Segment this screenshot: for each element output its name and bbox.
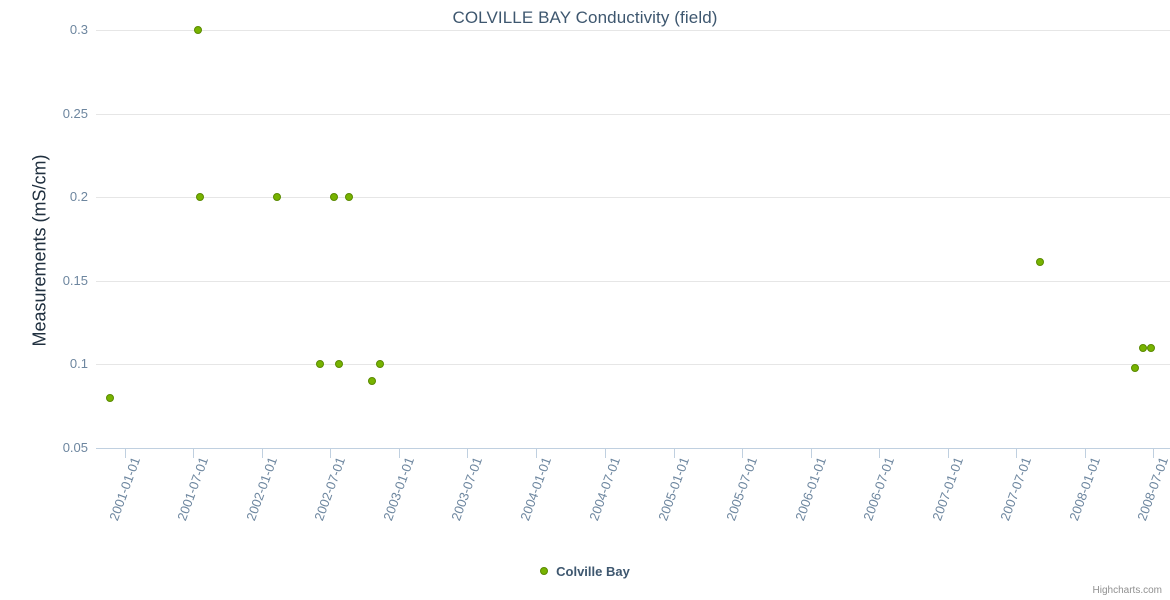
x-axis-tick-label: 2003-01-01 <box>380 455 418 523</box>
plot-area <box>96 26 1170 449</box>
data-point[interactable] <box>194 26 203 34</box>
chart-credits[interactable]: Highcharts.com <box>1092 585 1162 596</box>
x-axis-tick-mark <box>536 449 538 458</box>
data-point[interactable] <box>1146 343 1155 352</box>
x-axis-tick-label: 2002-01-01 <box>243 455 281 523</box>
y-axis-tick-label: 0.1 <box>69 356 88 372</box>
gridline <box>96 280 1170 282</box>
data-point[interactable] <box>273 193 282 202</box>
x-axis-tick-label: 2002-07-01 <box>311 455 349 523</box>
y-axis-tick-label: 0.15 <box>62 272 88 288</box>
y-axis-tick-label: 0.05 <box>62 440 88 455</box>
x-axis-tick-mark <box>604 449 606 458</box>
y-axis-tick-label: 0.3 <box>69 22 88 37</box>
x-axis-line <box>96 448 1170 449</box>
x-axis-tick-mark <box>125 449 127 458</box>
x-axis-tick-label: 2001-01-01 <box>106 455 144 523</box>
data-point[interactable] <box>329 193 338 202</box>
y-axis-title: Measurements (mS/cm) <box>29 154 50 347</box>
x-axis-tick-mark <box>947 449 949 458</box>
x-axis-tick-mark <box>673 449 675 458</box>
x-axis-tick-label: 2001-07-01 <box>174 455 212 523</box>
chart-title: COLVILLE BAY Conductivity (field) <box>452 8 718 27</box>
data-point[interactable] <box>345 193 353 202</box>
x-axis-tick-label: 2008-07-01 <box>1134 455 1170 523</box>
gridline <box>96 30 1170 31</box>
y-axis-tick-label: 0.25 <box>62 105 88 121</box>
x-axis-tick-label: 2003-07-01 <box>448 455 486 523</box>
gridline <box>96 364 1170 366</box>
x-axis-tick-label: 2004-07-01 <box>585 455 623 523</box>
x-axis-tick-mark <box>330 449 332 458</box>
y-axis-tick-label: 0.2 <box>69 189 88 205</box>
x-axis-tick-label: 2005-01-01 <box>654 455 692 523</box>
x-axis-tick-label: 2005-07-01 <box>722 455 760 523</box>
x-axis-tick-mark <box>467 449 469 458</box>
x-axis-tick-mark <box>1153 449 1155 458</box>
legend-marker-icon <box>540 566 549 575</box>
x-axis-tick-label: 2006-07-01 <box>859 455 897 523</box>
x-axis-tick-mark <box>399 449 401 458</box>
data-point[interactable] <box>367 377 376 386</box>
data-point[interactable] <box>1131 363 1140 372</box>
data-point[interactable] <box>375 360 384 369</box>
chart-legend: Colville Bay <box>0 563 1170 579</box>
data-point[interactable] <box>335 360 344 369</box>
gridline <box>96 113 1170 115</box>
x-axis-tick-mark <box>1084 449 1086 458</box>
x-axis-tick-mark <box>1015 449 1017 458</box>
x-axis-tick-label: 2007-01-01 <box>929 455 966 523</box>
data-point[interactable] <box>196 193 205 202</box>
legend-item-label: Colville Bay <box>556 564 630 580</box>
x-axis-tick-mark <box>878 449 880 458</box>
x-axis-tick-label: 2007-07-01 <box>996 455 1034 523</box>
data-point[interactable] <box>105 393 114 402</box>
data-point[interactable] <box>316 360 325 369</box>
x-axis-tick-label: 2008-01-01 <box>1066 455 1103 523</box>
x-axis-tick-label: 2006-01-01 <box>791 455 829 523</box>
data-point[interactable] <box>1036 258 1045 267</box>
x-axis-tick-mark <box>810 449 812 458</box>
x-axis-tick-mark <box>741 449 743 458</box>
x-axis-tick-label: 2004-01-01 <box>517 455 555 523</box>
legend-item-colville-bay[interactable]: Colville Bay <box>540 563 630 580</box>
gridline <box>96 197 1170 199</box>
x-axis-tick-mark <box>262 449 264 458</box>
x-axis-tick-mark <box>193 449 195 458</box>
